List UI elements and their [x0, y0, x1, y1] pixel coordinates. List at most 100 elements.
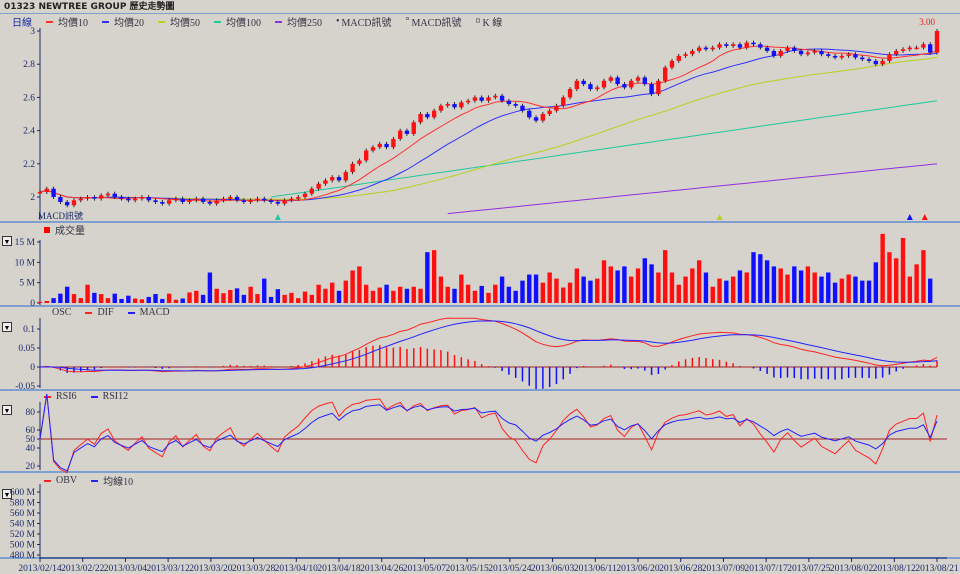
legend-label: 均價50 — [170, 18, 200, 29]
candle — [581, 80, 586, 85]
candle — [683, 54, 688, 56]
x-tick-label: 2013/06/03 — [531, 564, 575, 574]
rsi-panel-toggle[interactable]: ▼ — [2, 405, 12, 415]
volume-bar — [343, 280, 348, 303]
volume-bar — [561, 287, 566, 303]
volume-bar — [928, 278, 933, 303]
candle — [608, 77, 614, 81]
volume-bar — [744, 272, 749, 303]
legend-rsi12: RSI12 — [90, 391, 128, 402]
volume-bar — [853, 276, 858, 303]
volume-panel-toggle[interactable]: ▼ — [2, 236, 12, 246]
volume-bar — [228, 289, 233, 303]
candle — [350, 163, 355, 173]
volume-bar — [785, 274, 790, 303]
volume-bar — [601, 260, 607, 303]
candle — [493, 95, 498, 98]
x-tick-label: 2013/08/21 — [915, 564, 959, 574]
volume-bar — [112, 293, 117, 303]
volume-bar — [296, 298, 301, 303]
signal-triangle — [274, 214, 281, 220]
legend-label: MACD — [139, 307, 170, 318]
volume-bar — [629, 276, 634, 303]
candle — [696, 47, 702, 51]
volume-bar — [44, 300, 49, 303]
candle — [751, 42, 756, 45]
volume-bar — [309, 294, 315, 303]
candle — [710, 47, 715, 50]
legend-label: 成交量 — [55, 226, 85, 237]
y-tick-label: 500 M — [10, 541, 36, 551]
candle — [554, 105, 559, 111]
candle — [615, 77, 620, 85]
volume-bar — [527, 274, 532, 303]
candle — [71, 200, 77, 206]
candle — [330, 177, 335, 181]
candle — [866, 59, 872, 61]
candle — [839, 55, 845, 58]
candle — [513, 104, 518, 106]
volume-bar — [248, 286, 253, 303]
volume-bar — [98, 294, 104, 303]
legend-label: 均價100 — [226, 18, 261, 29]
volume-bar — [622, 266, 627, 303]
candle — [119, 197, 124, 199]
volume-bar — [411, 286, 416, 303]
y-tick-label: 480 M — [10, 551, 36, 561]
volume-bar — [146, 296, 151, 303]
volume-bar — [595, 278, 600, 303]
candle — [438, 105, 444, 111]
legend-ma10: 均價10 — [46, 14, 88, 29]
volume-bar — [792, 266, 797, 303]
y-tick-label: 600 M — [10, 488, 36, 498]
volume-bar — [255, 294, 260, 303]
volume-bar — [771, 266, 777, 303]
volume-bar — [384, 284, 389, 303]
y-tick-label: -0.05 — [15, 382, 35, 392]
volume-bar — [703, 272, 709, 303]
volume-bar — [724, 280, 729, 303]
volume-bar — [166, 293, 172, 303]
volume-bar — [710, 286, 715, 303]
candle — [690, 50, 695, 55]
volume-bar — [676, 284, 681, 303]
volume-bar — [357, 266, 362, 303]
candle — [812, 50, 817, 53]
legend-label: MACD訊號 — [411, 18, 462, 29]
candle — [98, 195, 104, 199]
period-label[interactable]: 日線 — [12, 18, 32, 29]
candle — [105, 193, 111, 196]
volume-bar — [465, 284, 471, 303]
volume-bar — [798, 270, 804, 303]
last-price-label: 3.00 — [919, 17, 935, 27]
candle — [819, 50, 824, 55]
y-tick-label: 3 — [30, 27, 35, 37]
x-tick-label: 2013/08/12 — [873, 564, 917, 574]
volume-bar — [397, 286, 403, 303]
candle — [676, 55, 681, 61]
macd-panel-toggle[interactable]: ▼ — [2, 322, 12, 332]
candle — [289, 198, 294, 201]
candle — [934, 31, 940, 53]
volume-bar — [608, 266, 614, 303]
y-tick-label: 0.05 — [18, 344, 35, 354]
candle — [826, 54, 831, 56]
y-tick-label: 2.2 — [23, 160, 35, 170]
volume-bar — [200, 294, 206, 303]
volume-bar — [275, 289, 281, 303]
legend-label: DIF — [97, 307, 114, 318]
candle — [567, 89, 573, 98]
candle — [629, 80, 634, 88]
candle — [248, 200, 253, 202]
candle — [792, 47, 797, 51]
candle — [214, 200, 219, 204]
obv-panel-toggle[interactable]: ▼ — [2, 489, 12, 499]
rsi12-line — [39, 393, 938, 472]
y-tick-label: 80 — [26, 408, 36, 418]
candle — [486, 97, 491, 101]
volume-bar — [914, 264, 919, 303]
candle — [85, 197, 90, 199]
candle — [262, 198, 267, 201]
x-tick-label: 2013/06/11 — [574, 564, 617, 574]
y-tick-label: 520 M — [10, 530, 36, 540]
